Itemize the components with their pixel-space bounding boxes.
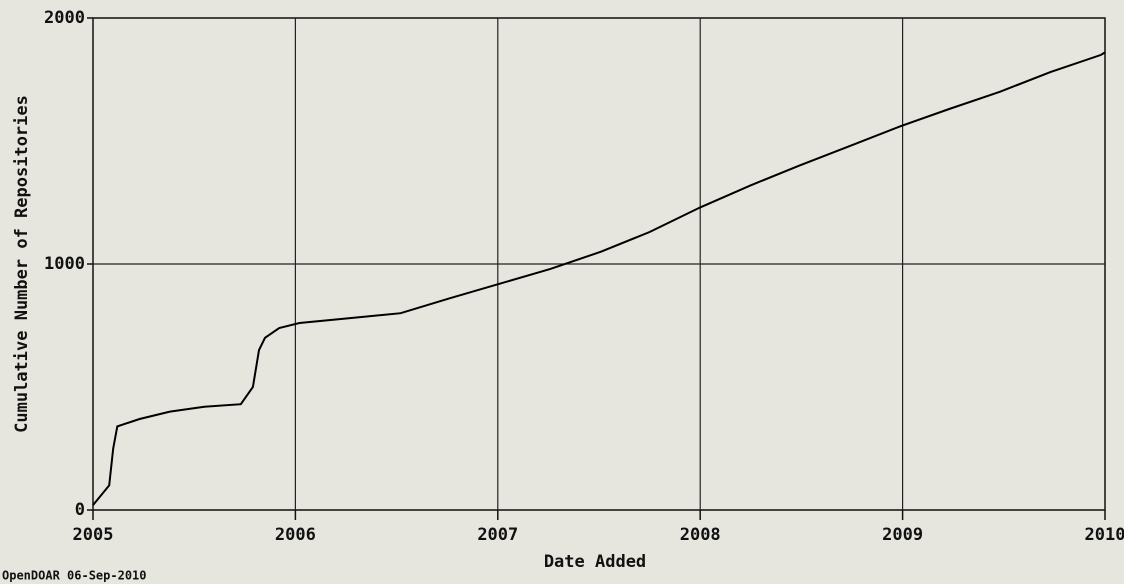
- x-axis-label: Date Added: [544, 552, 646, 572]
- x-tick-label: 2007: [477, 525, 518, 545]
- x-tick-label: 2009: [882, 525, 923, 545]
- y-tick-label: 2000: [44, 8, 85, 28]
- data-line: [92, 51, 1106, 506]
- x-tick-label: 2008: [680, 525, 721, 545]
- y-axis-label: Cumulative Number of Repositories: [12, 95, 32, 433]
- x-tick-label: 2005: [73, 525, 114, 545]
- y-tick-label: 0: [75, 500, 85, 520]
- footer: OpenDOAR 06-Sep-2010: [2, 569, 147, 583]
- x-tick-label: 2006: [275, 525, 316, 545]
- y-tick-label: 1000: [44, 254, 85, 274]
- x-tick-label: 2010: [1085, 525, 1124, 545]
